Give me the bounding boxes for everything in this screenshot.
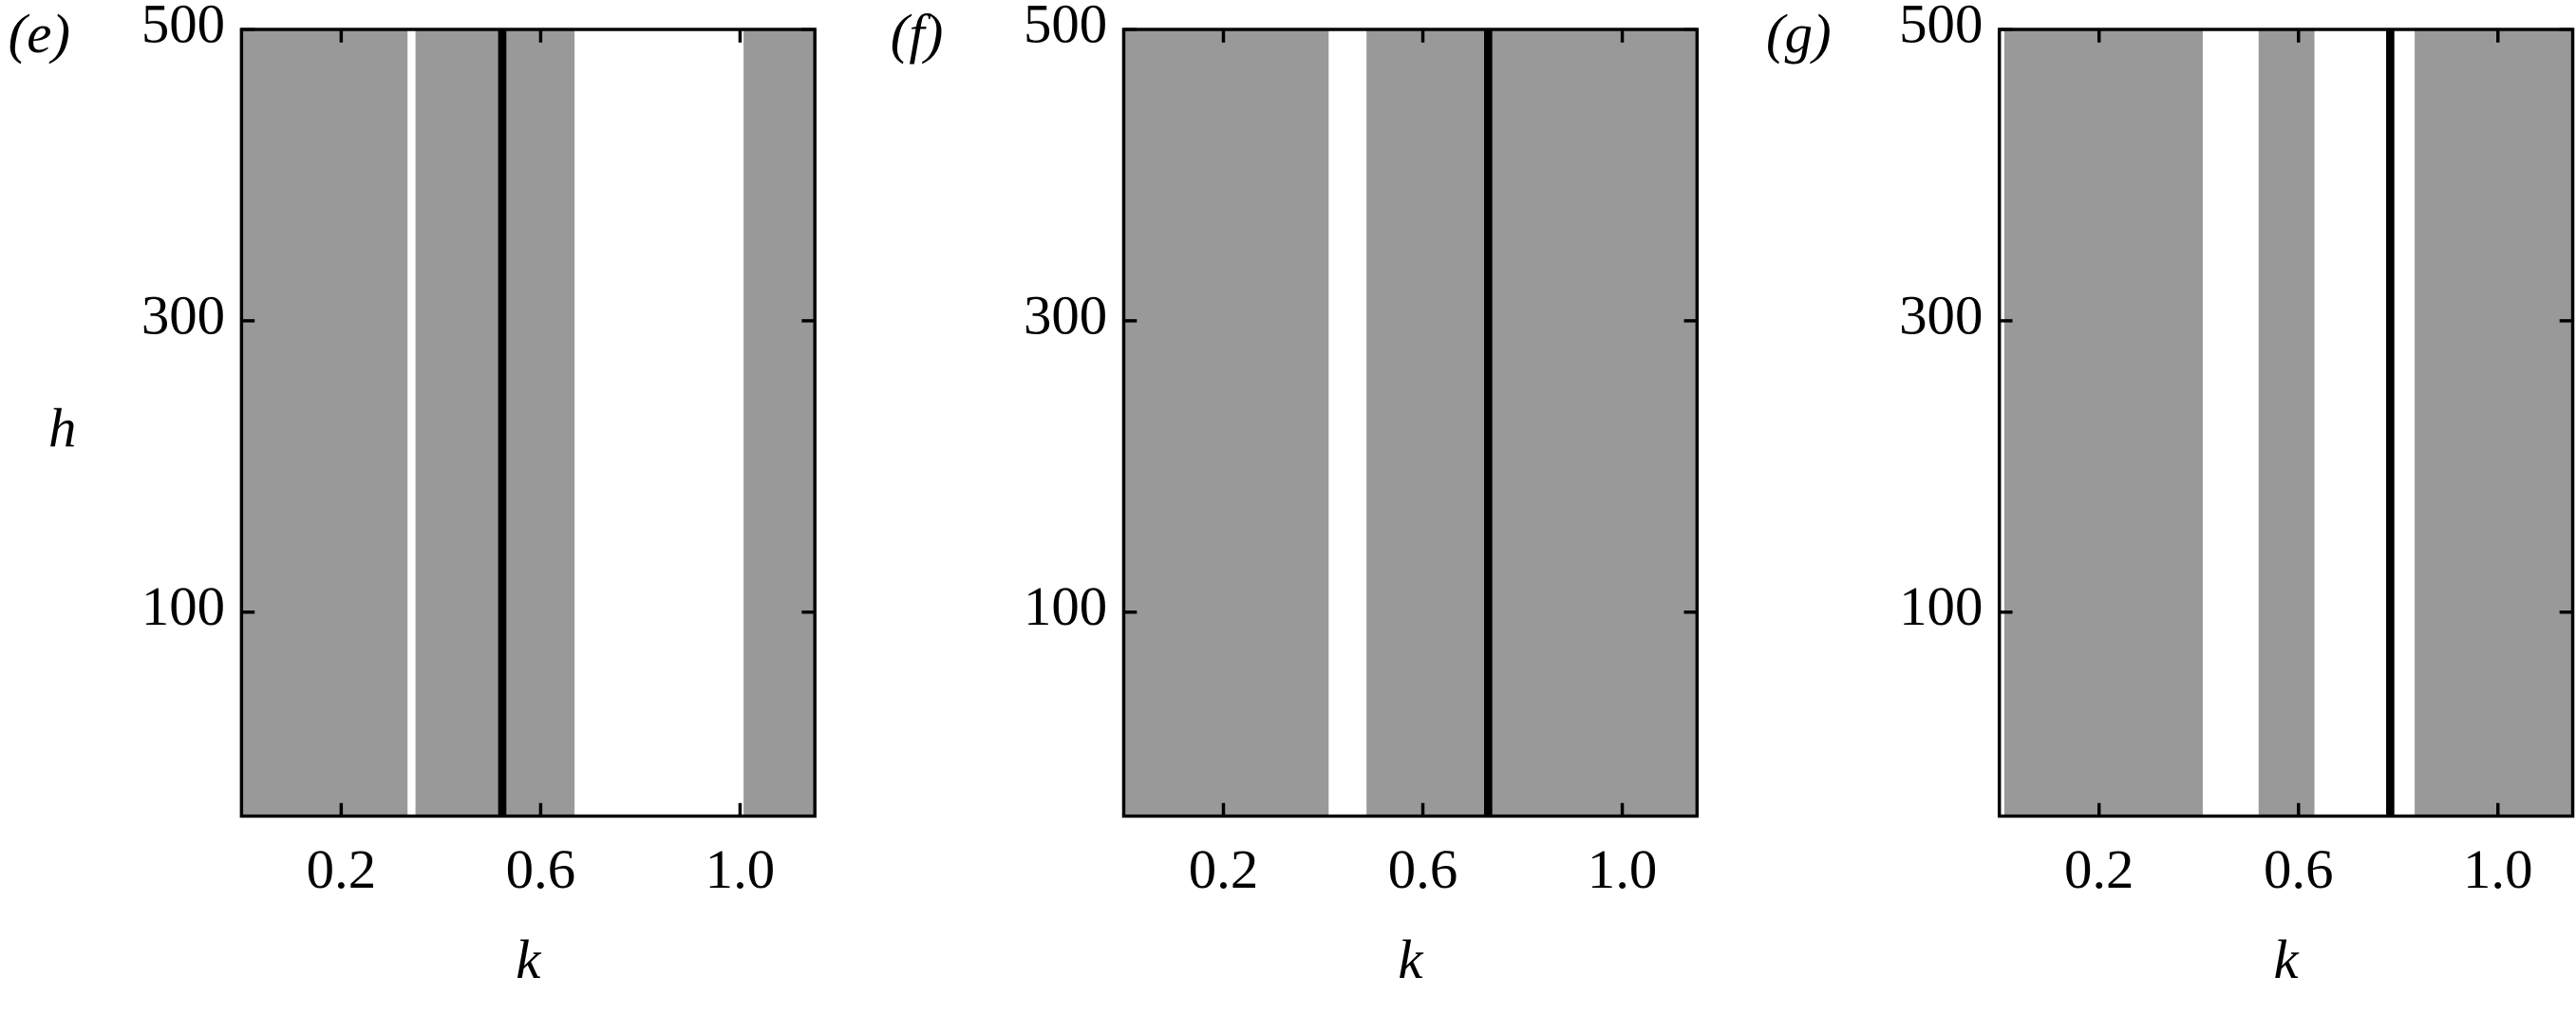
y-tick-label: 500 (1899, 0, 1983, 54)
x-tick-label: 0.2 (1189, 838, 1259, 900)
y-tick-label: 100 (141, 575, 225, 637)
x-tick-label: 0.6 (1388, 838, 1458, 900)
stable-region (1123, 29, 1329, 817)
x-axis-label: k (2274, 929, 2300, 990)
stable-region (1366, 29, 1698, 817)
y-tick-label: 500 (1024, 0, 1107, 54)
x-tick-label: 1.0 (2463, 838, 2533, 900)
x-tick-label: 1.0 (1588, 838, 1658, 900)
stable-region (743, 29, 816, 817)
x-axis-label: k (1398, 929, 1423, 990)
x-tick-label: 0.6 (506, 838, 576, 900)
stable-region (241, 29, 408, 817)
stable-region (2003, 29, 2203, 817)
y-tick-label: 100 (1024, 575, 1107, 637)
y-tick-label: 500 (141, 0, 225, 54)
x-axis-label: k (516, 929, 541, 990)
plot-frame (239, 28, 817, 818)
x-tick-label: 0.2 (2064, 838, 2134, 900)
panel-label: (g) (1766, 3, 1832, 65)
y-tick-label: 300 (141, 284, 225, 346)
plot-frame (1997, 28, 2575, 818)
x-tick-label: 0.2 (307, 838, 377, 900)
x-tick-label: 0.6 (2264, 838, 2334, 900)
y-axis-label: h (48, 397, 76, 459)
plot-frame (1121, 28, 1700, 818)
panel-label: (f) (891, 3, 944, 65)
panel-label: (e) (9, 3, 70, 65)
y-tick-label: 300 (1899, 284, 1983, 346)
stable-region (2258, 29, 2315, 817)
stable-region (2415, 29, 2573, 817)
y-tick-label: 300 (1024, 284, 1107, 346)
stable-region (415, 29, 575, 817)
y-tick-label: 100 (1899, 575, 1983, 637)
x-tick-label: 1.0 (705, 838, 776, 900)
